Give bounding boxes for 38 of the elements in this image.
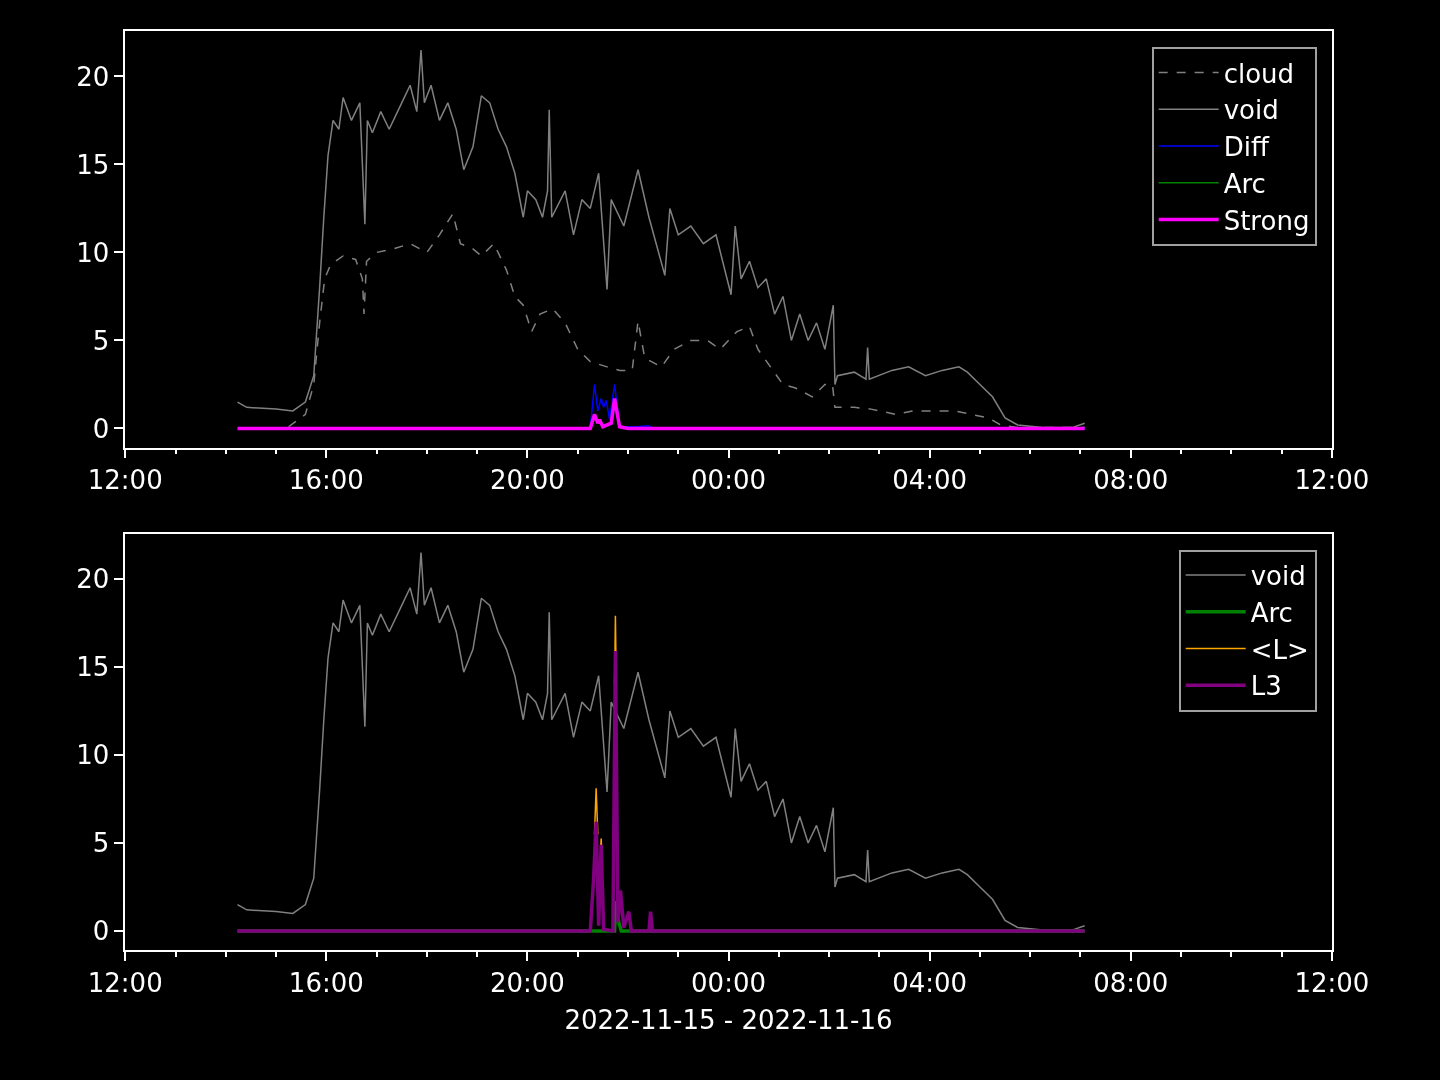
legend-label: Diff (1223, 132, 1270, 163)
legend-label: Arc (1250, 597, 1293, 628)
legend-label: Strong (1223, 205, 1310, 236)
x-tick-label: 12:00 (1294, 967, 1370, 998)
x-tick-label: 04:00 (892, 465, 968, 496)
legend-label: void (1223, 95, 1279, 126)
line-series (236, 551, 1086, 931)
legend-label: <L> (1250, 634, 1309, 665)
x-tick-label: 08:00 (1093, 967, 1169, 998)
x-axis-title: 2022-11-15 - 2022-11-16 (564, 1005, 893, 1036)
x-tick-label: 16:00 (288, 465, 364, 496)
line-series (235, 649, 1087, 933)
y-tick-label: 15 (76, 652, 110, 683)
legend-label: L3 (1250, 671, 1282, 702)
y-tick-label: 5 (92, 828, 110, 859)
y-tick-label: 10 (76, 237, 110, 268)
legend-label: Arc (1223, 168, 1266, 199)
line-series (236, 49, 1086, 429)
x-tick-label: 00:00 (691, 465, 767, 496)
y-tick-label: 10 (76, 740, 110, 771)
x-tick-label: 16:00 (288, 967, 364, 998)
y-tick-label: 0 (92, 916, 110, 947)
x-tick-label: 08:00 (1093, 465, 1169, 496)
y-tick-label: 20 (76, 61, 110, 92)
y-tick-label: 15 (76, 149, 110, 180)
x-tick-label: 12:00 (87, 967, 163, 998)
y-tick-label: 5 (92, 325, 110, 356)
legend-label: cloud (1223, 58, 1295, 89)
y-tick-label: 0 (92, 413, 110, 444)
x-tick-label: 12:00 (1294, 465, 1370, 496)
x-tick-label: 12:00 (87, 465, 163, 496)
y-tick-label: 20 (76, 564, 110, 595)
x-tick-label: 20:00 (489, 967, 565, 998)
x-tick-label: 00:00 (691, 967, 767, 998)
line-series (235, 396, 1087, 431)
x-tick-label: 20:00 (489, 465, 565, 496)
legend-label: void (1250, 561, 1306, 592)
x-tick-label: 04:00 (892, 967, 968, 998)
